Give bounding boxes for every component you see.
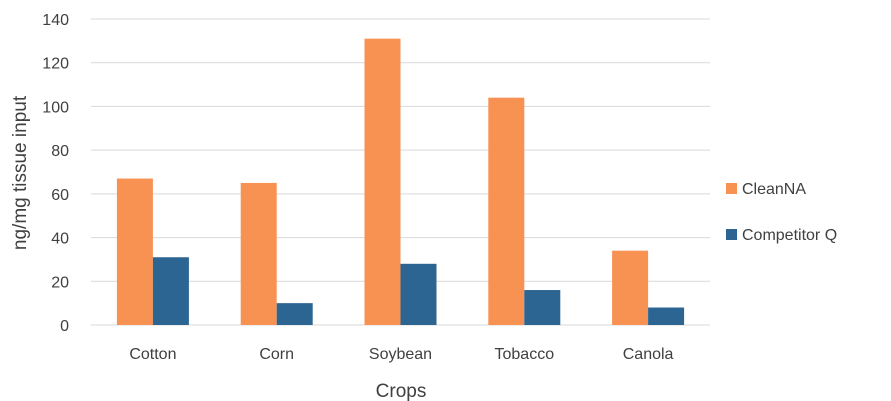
bar-competitor-q-soybean [400,263,437,325]
y-tick-label-80: 80 [51,143,69,160]
y-tick-label-120: 120 [42,56,69,73]
bars [116,38,685,326]
bar-cleanna-canola [612,250,649,325]
legend-swatch-competitor-q [726,229,737,240]
legend-label-cleanna: CleanNA [742,181,806,198]
x-tick-label-corn: Corn [259,346,294,363]
y-tick-label-140: 140 [42,12,69,29]
bar-cleanna-tobacco [488,97,525,325]
x-tick-labels: Cotton Corn Soybean Tobacco Canola [129,346,673,363]
x-tick-label-canola: Canola [623,346,674,363]
x-axis-title: Crops [376,381,427,401]
y-tick-label-20: 20 [51,274,69,291]
bar-cleanna-cotton [116,178,153,325]
bar-competitor-q-canola [648,307,685,325]
x-tick-label-cotton: Cotton [129,346,176,363]
legend-label-competitor-q: Competitor Q [742,227,837,244]
bar-cleanna-soybean [364,38,401,326]
y-tick-labels: 0 20 40 60 80 100 120 140 [42,12,69,335]
x-tick-label-soybean: Soybean [369,346,432,363]
y-tick-label-0: 0 [60,318,69,335]
y-tick-label-100: 100 [42,99,69,116]
y-tick-label-40: 40 [51,231,69,248]
bar-competitor-q-tobacco [524,290,561,325]
bar-cleanna-corn [240,182,277,325]
legend-swatch-cleanna [726,183,737,194]
y-axis-title: ng/mg tissue input [10,95,31,250]
y-tick-label-60: 60 [51,187,69,204]
legend: CleanNA Competitor Q [726,181,837,244]
bar-competitor-q-corn [276,303,313,325]
x-tick-label-tobacco: Tobacco [495,346,555,363]
bar-competitor-q-cotton [152,257,189,325]
